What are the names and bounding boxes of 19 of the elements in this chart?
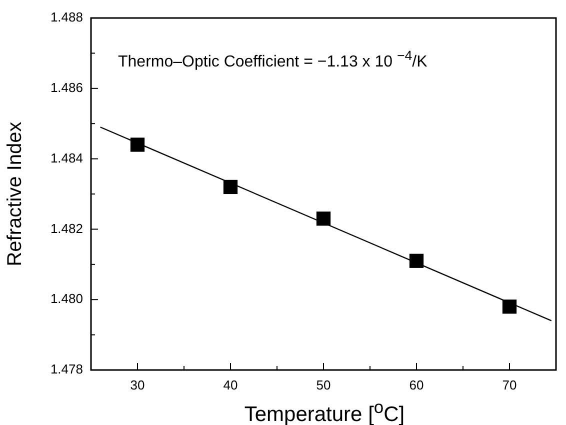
y-tick-label: 1.480	[50, 291, 83, 306]
x-axis-title: Temperature [$^{o}$C]	[243, 396, 406, 425]
x-tick-label: 70	[502, 377, 517, 392]
y-tick-label: 1.482	[50, 220, 83, 236]
point	[502, 300, 517, 314]
point	[223, 180, 238, 194]
x-tick-label: 30	[130, 377, 145, 392]
y-tick-label: 1.484	[50, 150, 83, 166]
x-tick-label: 60	[409, 377, 424, 392]
x-tick-label: 40	[223, 377, 238, 392]
y-tick-label: 1.486	[50, 80, 83, 95]
point	[130, 138, 145, 152]
point	[409, 254, 424, 268]
point	[316, 212, 331, 226]
y-tick-label: 1.488	[50, 10, 83, 25]
y-axis-title: Refractive Index	[4, 122, 27, 266]
x-tick-label: 50	[316, 377, 331, 392]
y-tick-label: 1.478	[50, 362, 83, 377]
annotation: Thermo–Optic Coefficient = −1.13 x 10 $^{−4}$/K	[118, 48, 428, 72]
